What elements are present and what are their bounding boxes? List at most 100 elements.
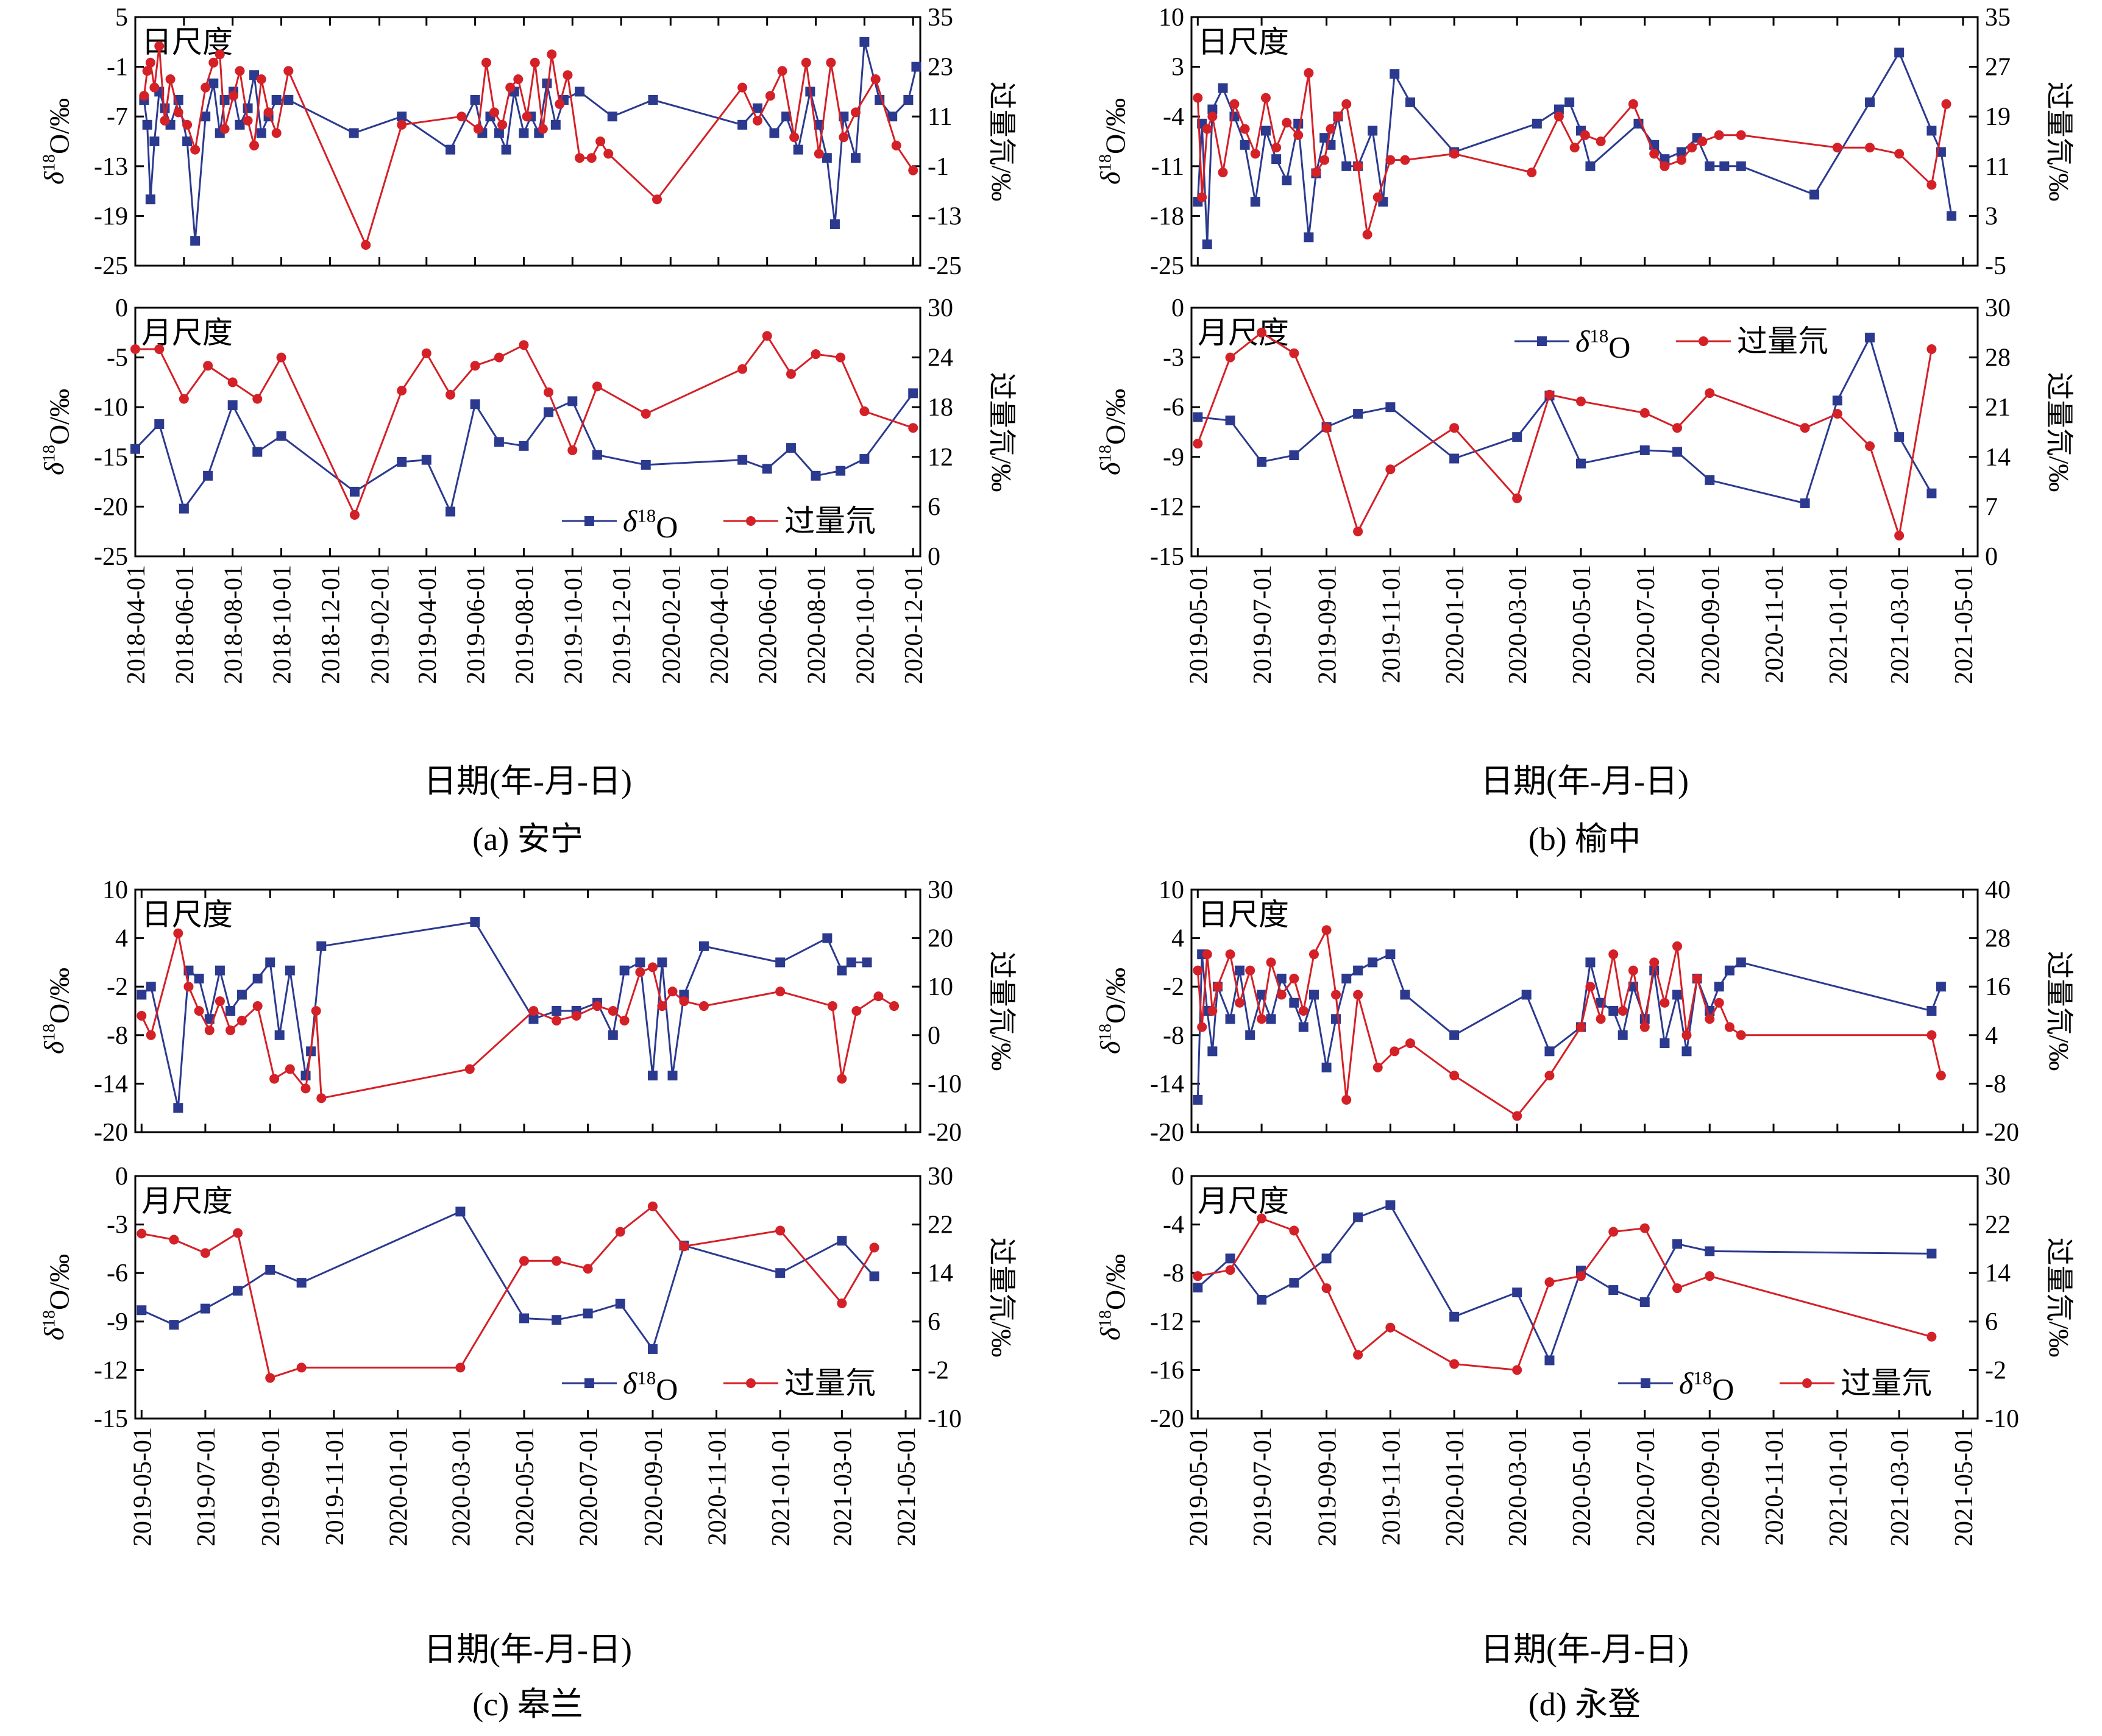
d18o-point (1608, 1006, 1619, 1016)
excess-point (1333, 112, 1343, 122)
y2-axis-label: 过量氘/‰ (2043, 372, 2075, 492)
d18o-point (256, 128, 266, 138)
x-tick-label: 2020-01-01 (1441, 565, 1469, 684)
excess-point (775, 987, 786, 997)
excess-point (1832, 409, 1842, 419)
d18o-point (219, 95, 230, 105)
excess-point (667, 987, 678, 997)
d18o-point (190, 236, 201, 246)
excess-point (592, 1001, 603, 1011)
excess-point (1672, 941, 1683, 951)
d18o-point (397, 112, 407, 122)
y2-tick-label: 14 (1985, 444, 2011, 472)
excess-point (1308, 949, 1319, 960)
excess-point (1197, 192, 1207, 202)
d18o-point (296, 1278, 307, 1288)
d18o-point (1705, 161, 1715, 171)
excess-point (1681, 1030, 1692, 1040)
excess-point (1672, 1283, 1683, 1294)
y-tick-label: -15 (94, 444, 128, 472)
d18o-point (1865, 97, 1875, 107)
d18o-point (1544, 1355, 1555, 1366)
y2-tick-label: 6 (1985, 1308, 1998, 1336)
y-tick-label: -8 (1163, 1259, 1184, 1288)
legend: δ18O 过量氘 (1618, 1366, 1932, 1406)
excess-point (361, 240, 371, 250)
d18o-point (775, 1268, 786, 1278)
d18o-point (519, 1313, 529, 1323)
plot-frame (1190, 1175, 1979, 1420)
y-tick-label: -8 (107, 1022, 128, 1050)
y-tick-label: -20 (1150, 1119, 1184, 1147)
excess-point (256, 74, 266, 84)
d18o-point (1225, 1014, 1235, 1024)
y-tick-label: 0 (1171, 1163, 1184, 1191)
excess-point (1894, 149, 1905, 159)
excess-point (839, 132, 849, 143)
d18o-point (1608, 1285, 1619, 1295)
d18o-point (1321, 1062, 1332, 1072)
d18o-point (1736, 957, 1746, 968)
d18o-point (1385, 1200, 1396, 1210)
x-tick-label: 2020-01-01 (385, 1427, 413, 1546)
y2-tick-label: -20 (928, 1119, 962, 1147)
y2-tick-label: 30 (928, 876, 953, 904)
d18o-point (737, 119, 748, 130)
y-axis-label: δ18O/‰ (38, 389, 75, 475)
excess-point (850, 107, 861, 118)
excess-point (1596, 1014, 1606, 1024)
excess-point (635, 967, 645, 977)
d18o-point (752, 103, 762, 113)
excess-point (552, 1015, 562, 1026)
excess-point (1736, 1030, 1746, 1040)
excess-point (494, 352, 504, 363)
x-tick-label: 2019-08-01 (511, 565, 539, 684)
x-tick-label: 2019-10-01 (559, 565, 588, 684)
d18o-point (1894, 432, 1905, 442)
d18o-point (836, 466, 846, 476)
excess-point (505, 82, 516, 93)
d18o-point (1672, 1239, 1683, 1249)
excess-point (1372, 192, 1383, 202)
subplot-title: 月尺度 (1198, 316, 1289, 350)
excess-point (173, 928, 183, 938)
excess-point (1250, 149, 1260, 159)
d18o-point (201, 112, 211, 122)
excess-point (1207, 1006, 1218, 1016)
d18o-point (421, 455, 431, 465)
excess-point (528, 1006, 539, 1016)
excess-point (208, 57, 219, 68)
excess-point (1736, 130, 1746, 140)
x-tick-label: 2020-11-01 (1761, 565, 1789, 683)
y2-tick-label: -8 (1985, 1070, 2006, 1098)
d18o-point (1368, 957, 1378, 968)
excess-point (190, 144, 201, 155)
x-tick-label: 2019-09-01 (1314, 1427, 1342, 1546)
y2-axis-label: 过量氘/‰ (986, 1238, 1017, 1358)
x-tick-label: 2020-09-01 (640, 1427, 668, 1546)
d18o-point (154, 419, 165, 429)
y-tick-label: 0 (115, 294, 128, 322)
excess-point (1705, 388, 1715, 399)
y2-tick-label: 6 (928, 1308, 940, 1336)
d18o-point (470, 917, 480, 927)
d18o-point (1289, 997, 1299, 1008)
d18o-point (887, 112, 898, 122)
excess-point (1245, 965, 1255, 976)
d18o-point (519, 128, 529, 138)
y-tick-label: -16 (1150, 1356, 1184, 1384)
excess-point (583, 1264, 593, 1274)
d18o-point (837, 1236, 847, 1246)
y-tick-label: -13 (94, 153, 128, 181)
d18o-point (1800, 498, 1810, 508)
y2-tick-label: 0 (1985, 543, 1998, 571)
y-tick-label: -11 (1151, 153, 1184, 181)
excess-point (641, 409, 651, 419)
d18o-point (130, 444, 140, 454)
excess-point (1385, 464, 1396, 475)
d18o-point (1521, 990, 1532, 1000)
x-tick-label: 2019-07-01 (193, 1427, 221, 1546)
d18o-point (274, 1030, 285, 1040)
excess-point (169, 1235, 179, 1245)
